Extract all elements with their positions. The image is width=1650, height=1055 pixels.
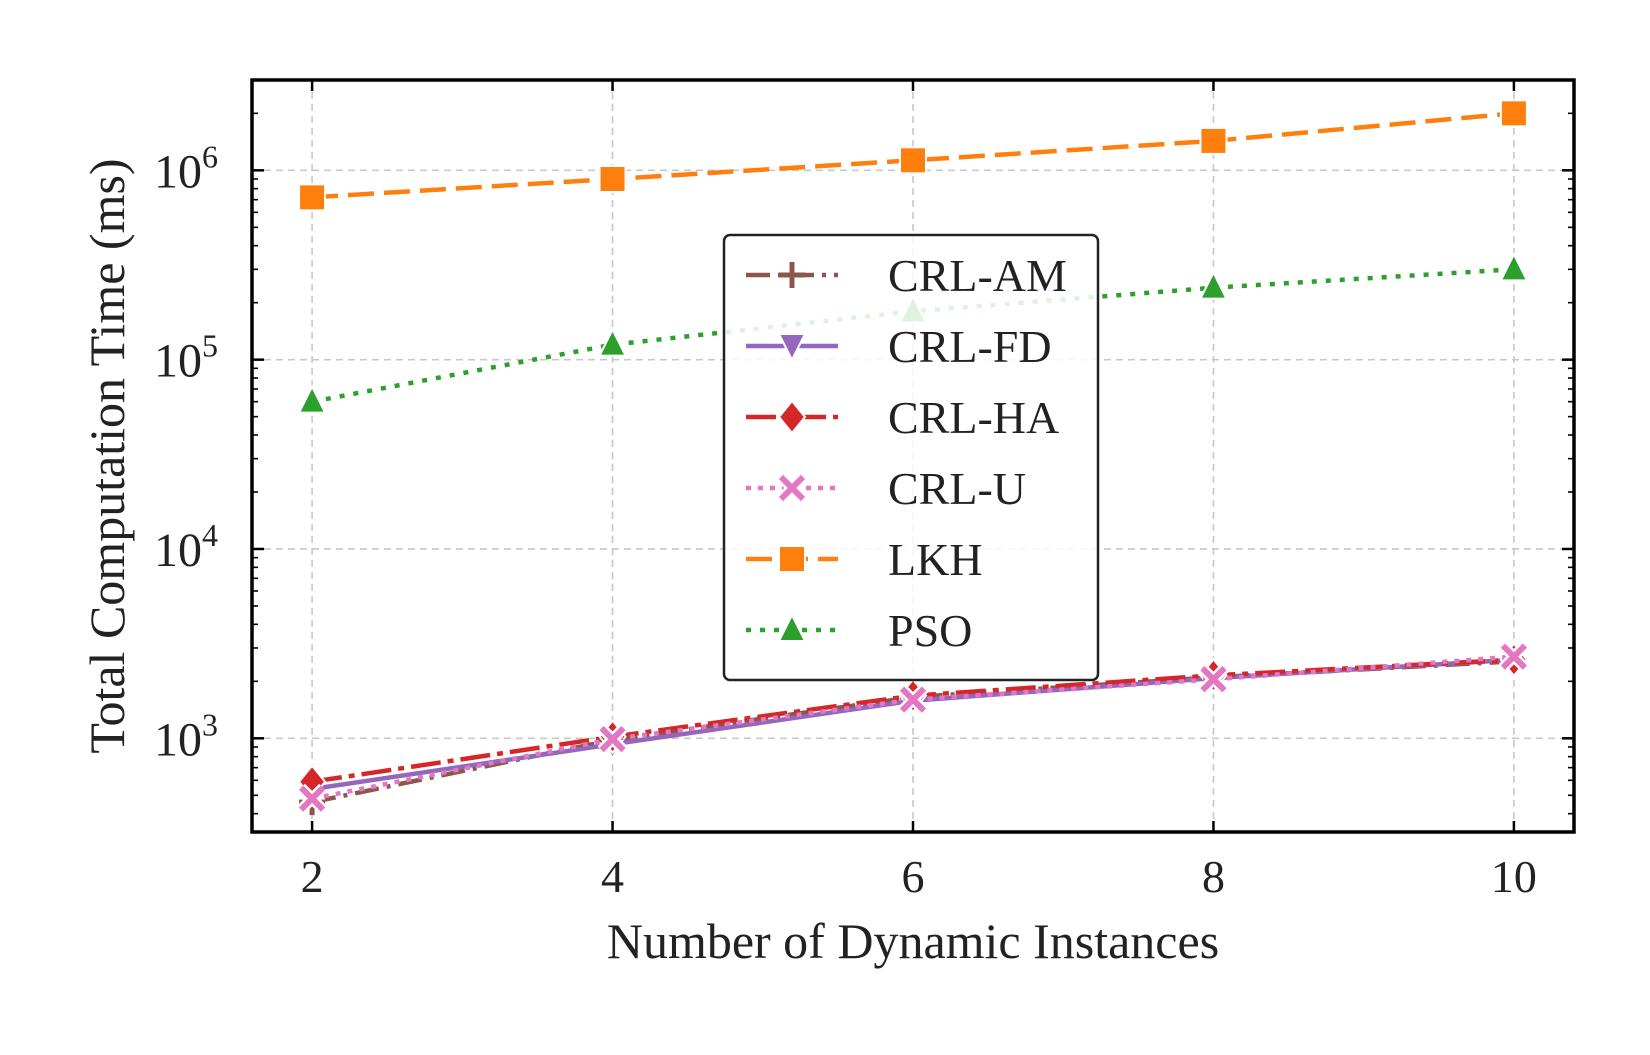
legend-marker <box>777 612 807 642</box>
x-tick-label: 6 <box>902 851 925 902</box>
series-line-pso <box>311 267 1515 404</box>
data-point-pso <box>1499 252 1529 282</box>
data-point-lkh <box>598 164 627 193</box>
data-point-crl-u <box>1499 641 1529 672</box>
data-point-lkh <box>1199 126 1228 155</box>
legend-label: CRL-AM <box>888 250 1067 301</box>
legend-entry: CRL-U <box>746 463 1026 514</box>
legend-label: CRL-HA <box>888 392 1059 443</box>
legend-entry: LKH <box>746 534 983 585</box>
legend-label: CRL-FD <box>888 321 1052 372</box>
axis-layer: 2 4 6 8 10 103 104 105 106 <box>154 79 1574 902</box>
data-point-crl-u <box>297 783 327 814</box>
legend-marker <box>777 333 807 363</box>
legend-entry: CRL-HA <box>746 392 1059 443</box>
y-tick-label: 103 <box>154 706 218 766</box>
legend-label: LKH <box>888 534 983 585</box>
series-line-crl-u <box>311 654 1515 801</box>
legend-label: PSO <box>888 605 972 656</box>
legend-entry: CRL-AM <box>746 250 1067 301</box>
legend-entry: PSO <box>746 605 972 656</box>
data-point-pso <box>1198 270 1229 300</box>
series-line-lkh <box>311 111 1515 200</box>
data-point-crl-u <box>597 724 628 755</box>
data-point-pso <box>297 384 327 414</box>
y-tick-label: 105 <box>154 328 218 388</box>
data-point-lkh <box>298 183 327 212</box>
legend: CRL-AM CRL-FD CRL-HA CRL-U LKH PSO <box>722 233 1100 682</box>
y-axis-label: Total Computation Time (ms) <box>79 158 135 753</box>
data-point-pso <box>597 327 628 357</box>
data-point-lkh <box>899 146 927 175</box>
data-point-crl-u <box>1198 664 1229 695</box>
legend-entry: CRL-FD <box>746 321 1052 372</box>
series-layer <box>297 99 1529 816</box>
legend-marker <box>777 399 807 435</box>
x-tick-label: 4 <box>601 851 624 902</box>
data-point-lkh <box>1499 99 1528 128</box>
legend-marker <box>778 545 806 573</box>
x-axis-label: Number of Dynamic Instances <box>607 913 1219 969</box>
legend-marker <box>779 262 805 288</box>
y-tick-label: 104 <box>154 517 218 577</box>
x-tick-label: 2 <box>301 851 324 902</box>
legend-marker <box>777 473 807 503</box>
legend-label: CRL-U <box>888 463 1026 514</box>
y-tick-label: 106 <box>154 138 218 198</box>
x-tick-label: 10 <box>1491 851 1537 902</box>
x-tick-label: 8 <box>1202 851 1225 902</box>
data-point-crl-u <box>898 684 928 715</box>
